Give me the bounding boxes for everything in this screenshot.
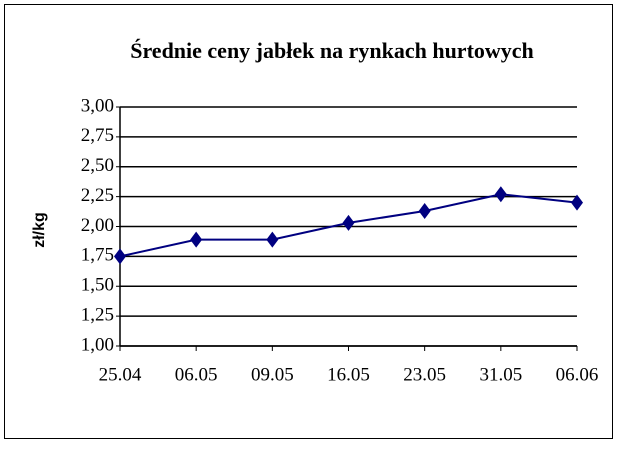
y-tick-label: 1,25 [81,304,114,325]
y-tick-label: 1,50 [81,275,114,296]
marker [494,186,507,203]
x-tick-label: 23.05 [403,364,446,385]
y-tick-label: 2,00 [81,215,114,236]
y-tick-label: 2,25 [81,185,114,206]
y-axis-label: zł/kg [31,212,48,248]
chart-title: Średnie ceny jabłek na rynkach hurtowych [130,38,534,63]
marker [114,248,126,265]
y-tick-label: 3,00 [81,95,114,116]
y-tick-label: 1,75 [81,245,114,266]
x-tick-label: 16.05 [327,364,370,385]
y-tick-label: 1,00 [81,334,114,355]
y-tick-label: 2,75 [81,125,114,146]
x-tick-label: 25.04 [99,364,142,385]
marker [342,214,355,231]
x-tick-label: 06.05 [175,364,218,385]
x-tick-label: 06.06 [556,364,599,385]
x-tick-label: 09.05 [251,364,294,385]
marker [571,194,583,211]
marker [190,231,203,248]
x-tick-label: 31.05 [479,364,522,385]
chart-frame [4,4,613,439]
y-tick-label: 2,50 [81,155,114,176]
marker [266,231,279,248]
marker [418,202,431,219]
